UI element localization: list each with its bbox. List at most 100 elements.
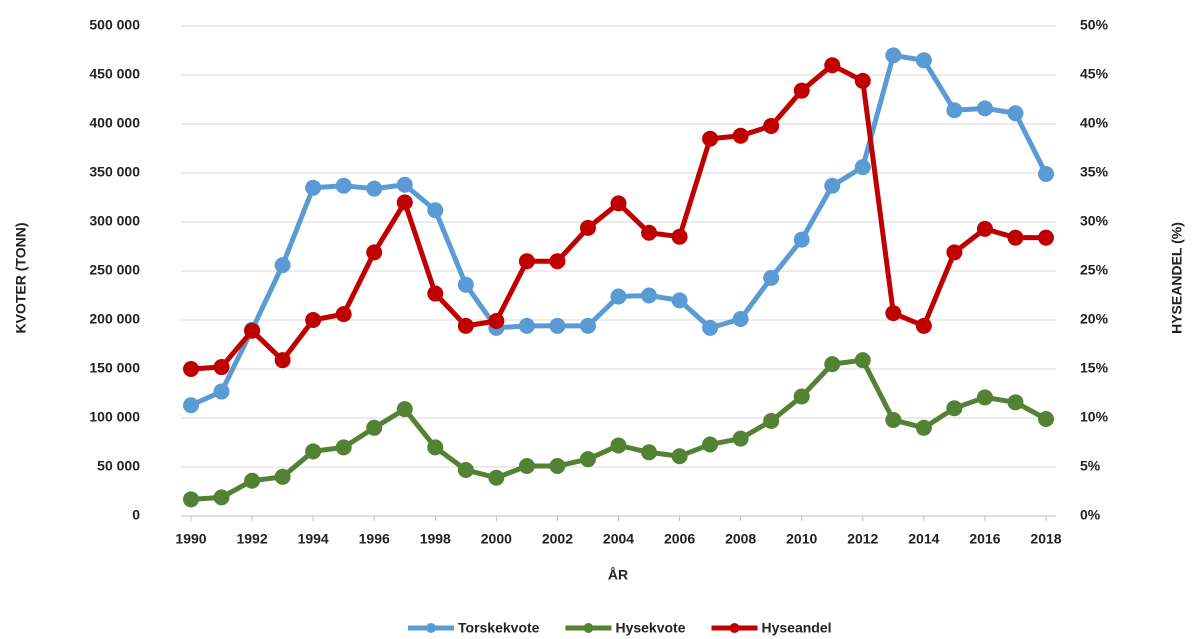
x-tick-label: 2014 [908,531,939,547]
data-point [305,312,322,328]
data-point [915,317,932,334]
x-tick-label: 2016 [969,531,1000,547]
data-point [763,269,780,286]
data-point [946,400,963,417]
data-point [183,491,199,508]
series-line [189,52,1049,408]
data-point [915,419,932,436]
x-tick-label: 1998 [420,531,451,547]
data-point [305,443,322,460]
data-point [579,317,596,334]
y2-tick-label: 50% [1080,17,1109,33]
y-tick-label: 100 000 [89,409,140,425]
data-point [854,159,871,176]
data-point [793,231,810,248]
y-tick-label: 50 000 [97,458,140,474]
data-point [885,411,902,428]
data-point [946,102,963,119]
data-point [763,117,780,134]
data-point [518,458,535,475]
y-tick-label: 450 000 [89,66,140,82]
data-point [702,130,719,147]
data-point [244,472,261,489]
data-point [488,312,505,329]
data-point [885,47,902,64]
y-tick-label: 250 000 [89,262,140,278]
data-point [274,468,291,485]
data-point [824,177,841,194]
y2-tick-label: 40% [1080,115,1109,131]
data-point [732,127,749,144]
data-point [366,180,383,197]
data-point [885,305,902,322]
data-point [183,361,199,377]
data-point [274,352,291,369]
data-point [396,176,413,193]
data-point [457,276,474,293]
data-point [183,397,199,414]
legend-label: Hysekvote [615,620,685,636]
data-point [824,356,841,373]
data-point [518,253,535,270]
data-point [1038,229,1054,246]
data-point [213,489,230,506]
y2-tick-label: 45% [1080,66,1109,82]
data-point [1007,229,1024,246]
data-point [579,219,596,236]
data-point [671,228,688,245]
y2-tick-label: 20% [1080,311,1109,327]
data-point [213,383,230,400]
data-point [457,317,474,334]
y2-axis-label: HYSEANDEL (%) [1169,222,1185,334]
x-tick-label: 1990 [175,531,206,547]
data-point [366,419,383,436]
data-point [824,57,841,74]
data-point [335,439,352,456]
x-tick-label: 1996 [359,531,390,547]
data-point [579,451,596,468]
data-point [671,292,688,309]
data-point [396,194,413,211]
data-point [518,317,535,334]
x-tick-label: 2010 [786,531,817,547]
y2-tick-label: 5% [1080,458,1101,474]
y-tick-label: 200 000 [89,311,140,327]
data-point [549,458,566,475]
x-tick-label: 1994 [298,531,329,547]
y-tick-label: 0 [132,507,140,523]
data-point [1007,105,1024,122]
y2-tick-label: 15% [1080,360,1109,376]
x-tick-label: 2006 [664,531,695,547]
data-point [1038,165,1054,182]
y-tick-label: 350 000 [89,164,140,180]
data-point [427,285,444,302]
data-point [396,401,413,418]
y-tick-label: 300 000 [89,213,140,229]
data-point [335,177,352,194]
data-point [305,179,322,196]
x-tick-label: 2012 [847,531,878,547]
data-point [793,82,810,99]
y2-tick-label: 0% [1080,507,1101,523]
data-point [854,352,871,369]
data-point [976,389,993,406]
data-point [702,319,719,336]
data-point [427,202,444,219]
legend-label: Torskekvote [458,620,540,636]
x-tick-label: 2002 [542,531,573,547]
data-point [610,195,627,212]
data-point [793,388,810,405]
y2-tick-label: 30% [1080,213,1109,229]
legend-marker [583,623,594,633]
data-point [641,444,658,461]
legend: Torskekvote Hysekvote Hyseandel [408,620,832,636]
y-tick-label: 500 000 [89,17,140,33]
data-point [549,317,566,334]
data-point [946,244,963,261]
data-point [427,439,444,456]
data-point [732,311,749,328]
y2-tick-label: 25% [1080,262,1109,278]
data-point [1007,394,1024,411]
data-point [1038,410,1054,427]
